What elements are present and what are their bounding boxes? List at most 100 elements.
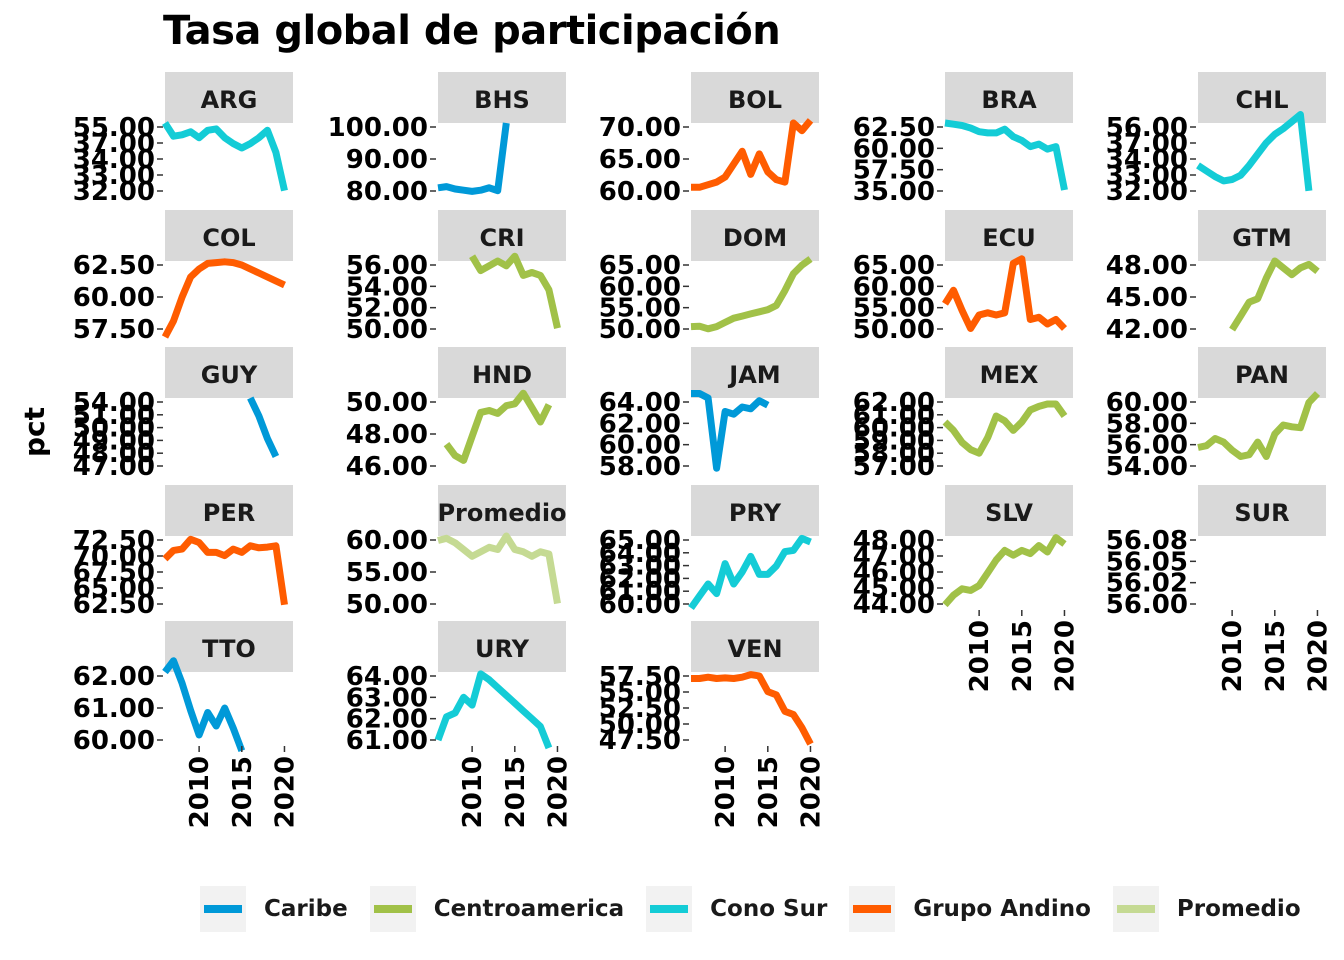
legend-swatch — [853, 905, 892, 913]
facet-strip-chl — [1198, 72, 1326, 123]
series-line-pan — [1197, 391, 1321, 460]
series-line-ury — [434, 670, 553, 750]
y-tick-label: 62.00 — [599, 409, 681, 439]
y-tick-label: 52.00 — [346, 294, 428, 324]
facet-strip-promedio — [438, 485, 566, 536]
y-tick-label: 60.00 — [73, 283, 155, 313]
y-tick-label: 55.00 — [599, 294, 681, 324]
legend-key — [1112, 886, 1159, 932]
y-tick-label: 60.00 — [1106, 388, 1188, 418]
series-line-promedio — [437, 532, 561, 605]
y-tick-label: 57.00 — [853, 452, 935, 482]
x-tick-label: 2015 — [754, 756, 784, 828]
faceted-line-chart: ARG55.0037.0034.0033.0032.00BHS100.0090.… — [18, 72, 1333, 828]
y-tick-label: 37.00 — [1106, 129, 1188, 159]
y-tick-label: 59.00 — [853, 426, 935, 456]
y-tick-label: 62.00 — [853, 388, 935, 418]
facet-strip-guy — [165, 347, 293, 398]
y-tick-label: 47.50 — [599, 726, 681, 756]
facet-strip-pan — [1198, 347, 1326, 398]
facet-label-promedio: Promedio — [437, 499, 566, 527]
y-tick-label: 62.50 — [73, 590, 155, 620]
y-tick-label: 56.05 — [1106, 547, 1188, 577]
y-tick-label: 57.50 — [73, 315, 155, 345]
y-tick-label: 55.00 — [853, 294, 935, 324]
y-tick-label: 62.00 — [73, 662, 155, 692]
facet-label-pan: PAN — [1235, 361, 1289, 389]
facet-label-bol: BOL — [728, 86, 782, 114]
legend-swatch — [1116, 905, 1155, 913]
x-tick-label: 2015 — [1261, 620, 1291, 692]
x-tick-label: 2010 — [711, 756, 741, 828]
y-tick-label: 50.00 — [599, 710, 681, 740]
series-line-tto — [162, 657, 246, 752]
series-line-arg — [162, 121, 288, 192]
facet-strip-per — [165, 485, 293, 536]
y-tick-label: 54.00 — [73, 388, 155, 418]
facet-label-per: PER — [203, 499, 255, 527]
series-line-bol — [691, 118, 814, 191]
legend-item-grupo-andino: Grupo Andino — [849, 886, 1091, 932]
x-tick-label: 2015 — [1008, 620, 1038, 692]
y-tick-label: 65.00 — [599, 526, 681, 556]
y-tick-label: 60.00 — [853, 414, 935, 444]
y-tick-label: 58.00 — [853, 439, 935, 469]
y-tick-label: 50.00 — [346, 388, 428, 418]
x-tick-label: 2010 — [458, 756, 488, 828]
legend-label: Cono Sur — [710, 896, 828, 922]
legend-label: Caribe — [264, 896, 348, 922]
series-line-col — [161, 258, 286, 339]
series-line-jam — [691, 390, 770, 472]
y-tick-label: 56.00 — [1106, 431, 1188, 461]
y-tick-label: 57.50 — [853, 156, 935, 186]
y-tick-label: 50.00 — [346, 590, 428, 620]
y-tick-label: 52.50 — [599, 694, 681, 724]
y-tick-label: 47.00 — [853, 542, 935, 572]
y-tick-label: 48.00 — [1106, 251, 1188, 281]
facet-label-bhs: BHS — [474, 86, 530, 114]
y-tick-label: 56.00 — [346, 251, 428, 281]
y-tick-label: 55.00 — [73, 113, 155, 143]
y-tick-label: 56.08 — [1106, 526, 1188, 556]
x-tick-label: 2010 — [185, 756, 215, 828]
series-line-slv — [942, 534, 1067, 608]
y-tick-label: 64.00 — [599, 388, 681, 418]
facet-label-dom: DOM — [723, 224, 787, 252]
y-tick-label: 80.00 — [346, 177, 428, 207]
x-tick-label: 2015 — [501, 756, 531, 828]
y-tick-label: 50.00 — [346, 315, 428, 345]
y-tick-label: 70.00 — [73, 542, 155, 572]
facet-strip-arg — [165, 72, 293, 123]
y-tick-label: 65.00 — [599, 251, 681, 281]
legend-item-cono-sur: Cono Sur — [646, 886, 827, 932]
y-tick-label: 60.00 — [853, 272, 935, 302]
chart-title: Tasa global de participación — [163, 8, 781, 54]
y-tick-label: 33.00 — [73, 161, 155, 191]
y-tick-label: 56.02 — [1106, 569, 1188, 599]
y-tick-label: 50.00 — [73, 414, 155, 444]
legend-label: Grupo Andino — [913, 896, 1091, 922]
facet-label-ury: URY — [475, 635, 530, 663]
facet-strip-hnd — [438, 347, 566, 398]
series-line-ven — [691, 671, 814, 746]
y-tick-label: 62.00 — [599, 564, 681, 594]
y-tick-label: 100.00 — [328, 113, 428, 143]
legend-swatch — [204, 905, 242, 913]
y-tick-label: 50.00 — [853, 315, 935, 345]
facet-strip-sur — [1198, 485, 1326, 536]
legend-key — [200, 886, 246, 932]
x-tick-label: 2020 — [1050, 620, 1080, 692]
y-tick-label: 61.00 — [346, 726, 428, 756]
facet-strip-ven — [691, 621, 819, 672]
facet-strip-ecu — [945, 210, 1073, 261]
series-line-bra — [944, 119, 1068, 191]
x-tick-label: 2020 — [796, 756, 826, 828]
facet-label-sur: SUR — [1234, 499, 1289, 527]
y-tick-label: 58.00 — [599, 452, 681, 482]
y-tick-label: 37.00 — [73, 129, 155, 159]
x-tick-label: 2010 — [1218, 620, 1248, 692]
series-line-cri — [469, 252, 561, 329]
facet-label-bra: BRA — [981, 86, 1037, 114]
facet-label-tto: TTO — [202, 635, 256, 663]
y-tick-label: 47.00 — [73, 452, 155, 482]
